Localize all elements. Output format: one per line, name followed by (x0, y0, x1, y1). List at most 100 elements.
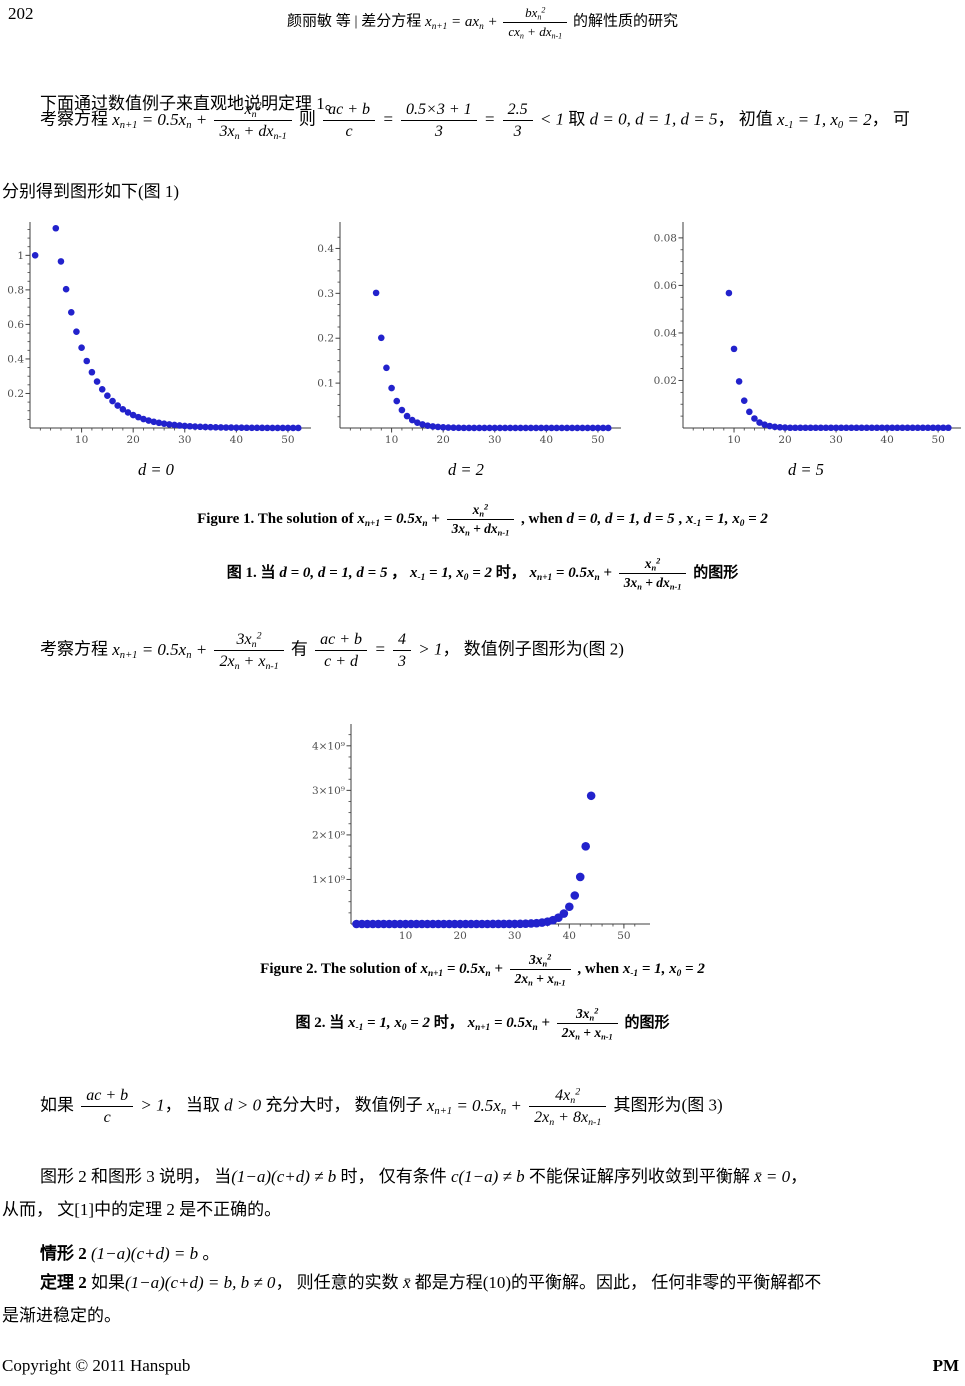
svg-text:0.4: 0.4 (317, 243, 334, 255)
fraction: 2.5 3 (502, 100, 533, 141)
figure1-subplot-d5: 10 20 30 40 50 0.02 0.04 0.06 0.08 d = 5 (650, 218, 962, 480)
formula-segment: xn+1 = 0.5xn + (426, 1095, 527, 1117)
formula-segment: 取 (568, 109, 590, 129)
svg-text:10: 10 (727, 434, 740, 446)
formula-segment: x-1 = 1, x0 = 2 (348, 1015, 431, 1033)
formula-segment: x̄ (402, 1273, 415, 1292)
formula-segment: x-1 = 1, x0 = 2 (777, 109, 872, 131)
formula-segment: 时， (430, 1015, 468, 1032)
formula-segment: x-1 = 1, x0 = 2 (409, 565, 493, 583)
formula-segment: Figure 1. The solution of (197, 511, 358, 528)
svg-text:0.4: 0.4 (7, 353, 24, 365)
formula-segment: 是渐进稳定的。 (2, 1306, 121, 1325)
svg-text:0.6: 0.6 (7, 319, 24, 331)
formula-segment: xn+1 = 0.5xn + (420, 961, 507, 979)
fraction: 3xn2 2xn + xn-1 (556, 1006, 618, 1041)
figure2-caption-chinese: 图 2. 当 x-1 = 1, x0 = 2 时， xn+1 = 0.5xn +… (0, 1006, 965, 1041)
formula-segment: (1−a)(c+d) = b, b ≠ 0 (125, 1273, 276, 1292)
page-number: 202 (8, 4, 34, 23)
svg-text:20: 20 (453, 930, 466, 942)
svg-text:20: 20 (126, 434, 139, 446)
svg-text:3×10⁹: 3×10⁹ (312, 785, 345, 797)
formula-segment: = (378, 109, 399, 129)
fraction: 3xn2 2xn + xn-1 (509, 952, 571, 987)
formula-segment: 的解性质的研究 (569, 13, 678, 30)
formula-segment: x-1 = 1, x0 = 2 (685, 511, 768, 529)
formula-segment: ， 可 (871, 109, 910, 129)
formula-segment: ， 数值例子图形为(图 2) (442, 639, 624, 659)
paragraph-example1-continuation: 分别得到图形如下(图 1) (2, 176, 179, 208)
copyright-text: Copyright © 2011 Hanspub (2, 1356, 191, 1375)
svg-text:40: 40 (880, 434, 893, 446)
svg-text:0.2: 0.2 (317, 333, 334, 345)
formula-segment: , (674, 511, 686, 528)
formula-segment: = (479, 109, 500, 129)
scatter-plot-d2: 10 20 30 40 50 0.1 0.2 0.3 0.4 (317, 222, 621, 446)
formula-segment: 考察方程 (40, 639, 113, 659)
formula-segment: 的图形 (689, 565, 739, 582)
svg-text:0.08: 0.08 (654, 232, 677, 244)
formula-segment: 充分大时， 数值例子 (265, 1095, 427, 1115)
svg-text:30: 30 (488, 434, 501, 446)
svg-text:1×10⁹: 1×10⁹ (312, 874, 345, 886)
svg-text:30: 30 (508, 930, 521, 942)
chart-caption-d0: d = 0 (138, 460, 174, 479)
svg-text:40: 40 (540, 434, 553, 446)
svg-text:50: 50 (591, 434, 604, 446)
formula-segment: 有 (286, 639, 313, 659)
formula-segment: 颜丽敏 等 | 差分方程 (287, 13, 426, 30)
formula-segment: c(1−a) ≠ b (450, 1167, 529, 1186)
formula-segment: d = 0, d = 1, d = 5 (566, 511, 675, 528)
svg-text:10: 10 (75, 434, 88, 446)
formula-segment: , when (573, 961, 623, 978)
formula-segment: 不能保证解序列收敛到平衡解 (528, 1167, 755, 1186)
journal-abbrev: PM (932, 1356, 959, 1375)
formula-segment: xn+1 = 0.5xn + (112, 109, 212, 131)
formula-segment: xn+1 = 0.5xn + (357, 511, 444, 529)
formula-segment: ， (790, 1167, 808, 1186)
formula-segment: xn+1 = 0.5xn + (467, 1015, 554, 1033)
fraction: xn2 3xn + dxn-1 (214, 100, 292, 142)
formula-segment: x̄ = 0 (754, 1167, 791, 1186)
formula-segment: 如果 (40, 1095, 79, 1115)
formula-segment: 图 1. 当 (226, 565, 280, 582)
formula-segment: ， 则任意的实数 (275, 1273, 403, 1292)
fraction: xn2 3xn + dxn-1 (446, 502, 515, 537)
svg-text:40: 40 (230, 434, 243, 446)
formula-segment: ， 初值 (717, 109, 778, 129)
figure1-caption-chinese: 图 1. 当 d = 0, d = 1, d = 5 ， x-1 = 1, x0… (0, 556, 965, 591)
svg-text:50: 50 (931, 434, 944, 446)
svg-text:0.06: 0.06 (654, 280, 678, 292)
svg-text:30: 30 (178, 434, 191, 446)
svg-text:0.8: 0.8 (7, 284, 24, 296)
formula-segment: 分别得到图形如下(图 1) (2, 182, 180, 201)
formula-segment: 时， (492, 565, 530, 582)
formula-segment: 图 2. 当 (295, 1015, 349, 1032)
svg-text:30: 30 (829, 434, 842, 446)
paragraph-example-equation2: 考察方程 xn+1 = 0.5xn + 3xn2 2xn + xn-1 有 ac … (40, 630, 624, 672)
figure2-caption-english: Figure 2. The solution of xn+1 = 0.5xn +… (0, 952, 965, 987)
svg-text:20: 20 (778, 434, 791, 446)
svg-text:0.1: 0.1 (317, 378, 334, 390)
formula-segment: 其图形为(图 3) (609, 1095, 723, 1115)
formula-segment: 从而， 文[1]中的定理 2 是不正确的。 (2, 1200, 282, 1219)
fraction: 4xn2 2xn + 8xn-1 (529, 1086, 607, 1128)
paragraph-intro: 下面通过数值例子来直观地说明定理 1。 (40, 88, 342, 120)
svg-text:0.2: 0.2 (7, 388, 24, 400)
scatter-plot-d0: 10 20 30 40 50 0.2 0.4 0.6 0.8 1 (7, 222, 311, 446)
formula-segment: (1−a)(c+d) ≠ b (231, 1167, 341, 1186)
formula-segment: 如果 (86, 1273, 125, 1292)
chart-caption-d2: d = 2 (448, 460, 484, 479)
svg-text:0.3: 0.3 (317, 288, 334, 300)
formula-segment: d = 0, d = 1, d = 5 (589, 109, 718, 129)
formula-segment: = (370, 639, 391, 659)
formula-segment: > 1 (136, 1095, 165, 1115)
formula-segment: 图形 2 和图形 3 说明， 当 (40, 1167, 232, 1186)
paragraph-theorem2: 定理 2 如果(1−a)(c+d) = b, b ≠ 0， 则任意的实数 x̄ … (2, 1266, 963, 1332)
